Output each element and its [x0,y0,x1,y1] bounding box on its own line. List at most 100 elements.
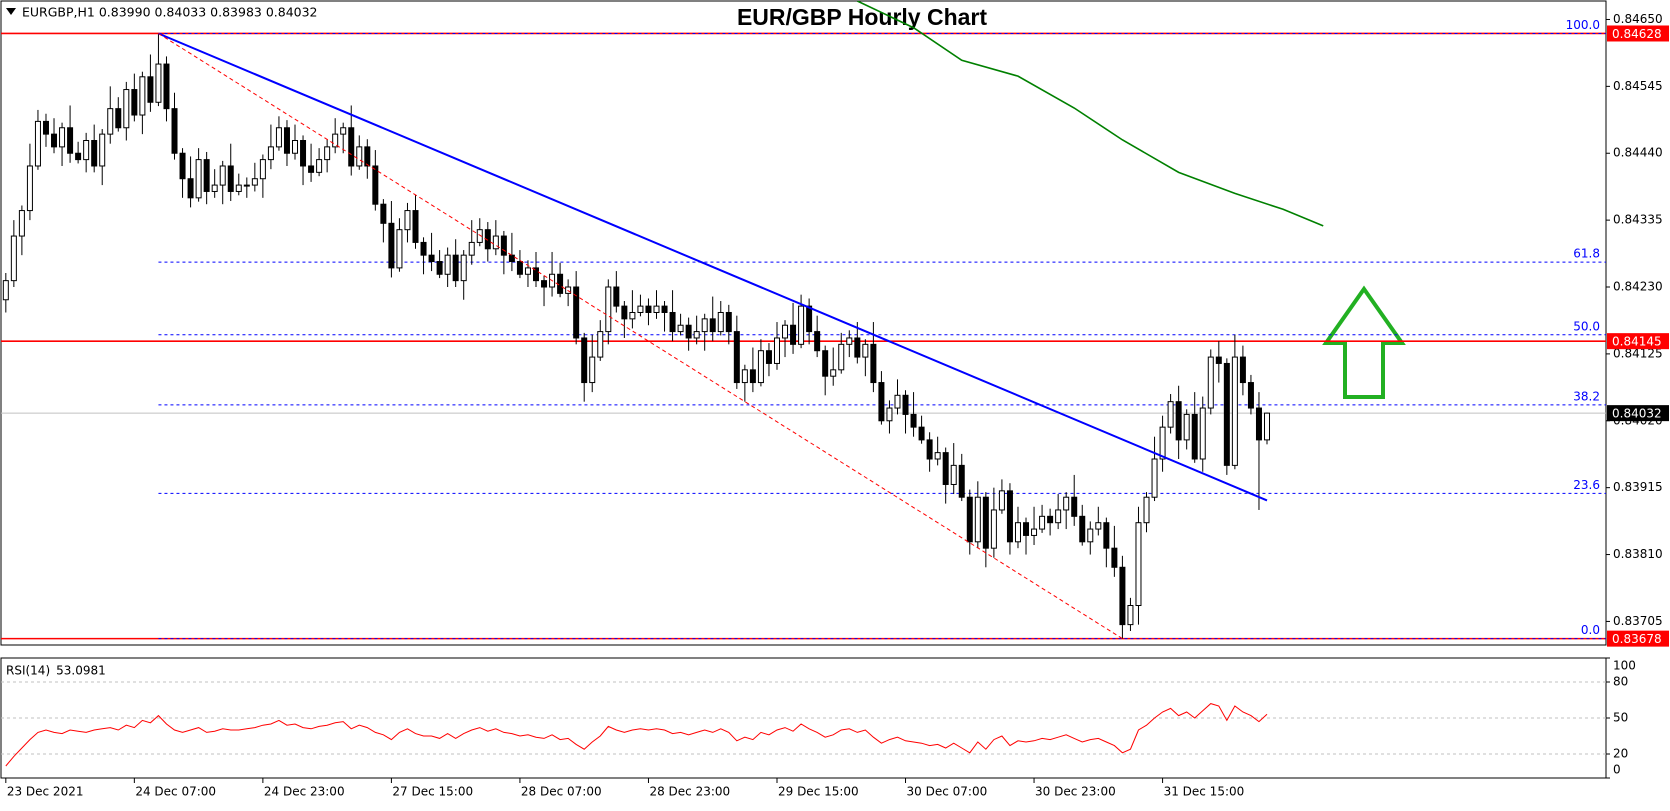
y-tick-label: 0.83810 [1613,547,1663,561]
candle-body [1199,407,1206,460]
rsi-name: RSI(14) [6,664,50,678]
main-plot [1,1,1606,640]
candle-body [348,127,355,167]
rsi-y-tick-label: 20 [1613,747,1628,761]
candle-body [541,280,548,288]
candle-body [725,311,732,333]
y-tick-label: 0.84125 [1613,346,1663,360]
candle-body [139,76,146,116]
candle-body [420,241,427,256]
x-tick-label: 27 Dec 15:00 [392,785,473,799]
y-tick-label: 0.83705 [1613,614,1663,628]
candle-body [259,159,266,180]
candle-body [99,133,106,167]
candle-body [211,184,218,192]
candle-body [749,369,756,384]
candle-body [26,165,33,212]
x-tick-label: 24 Dec 07:00 [135,785,216,799]
x-tick-label: 28 Dec 07:00 [521,785,602,799]
candle-body [388,222,395,269]
candle-body [364,146,371,167]
candle-body [1143,496,1150,524]
candle-body [380,203,387,224]
candle-body [1167,401,1174,428]
x-tick-label: 23 Dec 2021 [7,785,84,799]
candle-body [1039,515,1046,530]
candle-body [717,311,724,333]
candle-body [934,452,941,460]
candle-body [637,305,644,313]
candle-body [1159,426,1166,460]
candle-body [1127,605,1134,626]
candle-body [283,127,290,154]
y-tick-label: 0.84650 [1613,12,1663,26]
y-tick-label: 0.84335 [1613,213,1663,227]
candle-body [701,318,708,333]
rsi-plot [1,681,1606,767]
candle-body [292,140,299,154]
price-label: 0.84032 [1612,407,1662,421]
candle-body [267,146,274,161]
candle-body [1239,356,1246,384]
candle-body [822,350,829,377]
candle-body [790,324,797,345]
y-tick-label: 0.84440 [1613,146,1663,160]
x-tick-label: 30 Dec 23:00 [1035,785,1116,799]
price-label-box [1607,25,1669,42]
candle-body [243,184,250,187]
y-tick-label: 0.83915 [1613,480,1663,494]
rsi-y-tick-label: 0 [1613,763,1621,777]
rsi-y-tick-label: 80 [1613,675,1628,689]
candle-body [765,350,772,364]
candle-body [741,369,748,384]
candle-body [524,267,531,275]
candle-body [324,146,331,161]
candle-body [500,235,507,256]
candle-body [67,127,74,154]
price-label: 0.83678 [1612,632,1662,646]
candle-body [1006,490,1013,543]
candle-body [918,426,925,441]
candle-body [179,152,186,180]
price-label-box [1607,630,1669,647]
candle-body [187,178,194,199]
up-arrow [1322,285,1406,399]
candle-body [1031,528,1038,536]
rsi-y-tick-label: 100 [1613,659,1636,673]
candle-body [1215,356,1222,364]
candle-body [878,382,885,422]
candle-body [83,140,90,161]
candle-body [251,178,258,186]
candle-body [516,261,523,275]
candle-body [460,254,467,282]
candle-body [613,286,620,307]
fib-label: 61.8 [1573,247,1600,261]
axes: 0.84650 0.84545 0.84440 0.84335 0.84230 0.841… [5,12,1669,799]
candle-body [508,254,515,263]
candle-body [886,407,893,422]
candle-body [195,159,202,199]
fib-label: 23.6 [1573,478,1600,492]
candle-body [75,152,82,161]
candle-body [533,267,539,282]
candle-body [492,235,499,250]
candle-body [1207,356,1214,409]
candle-body [1071,496,1078,517]
candle-body [34,120,41,167]
candle-body [854,337,861,358]
candle-body [107,108,114,135]
candle-body [894,394,901,409]
candle-body [1063,496,1070,511]
x-tick-label: 31 Dec 15:00 [1164,785,1245,799]
candle-body [1264,412,1271,441]
candle-body [2,280,9,301]
candle-body [1255,407,1262,441]
candle-body [308,165,315,173]
candle-body [1047,515,1054,524]
candle-body [830,369,837,377]
candle-body [115,108,122,129]
fib-label: 38.2 [1573,389,1600,403]
